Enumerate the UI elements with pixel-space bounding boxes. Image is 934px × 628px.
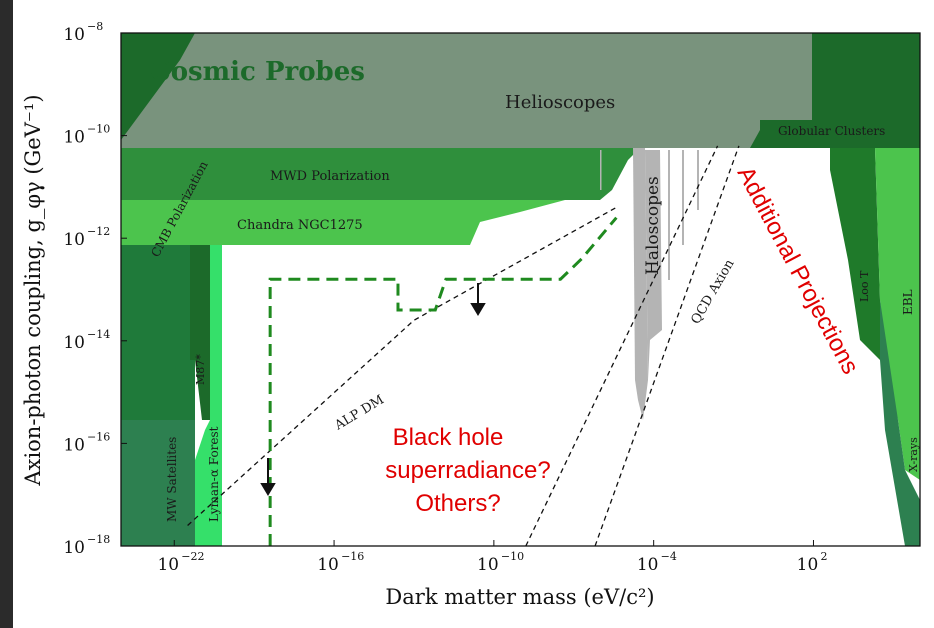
m87-region: [190, 245, 210, 420]
y-tick-exponent: −16: [87, 430, 110, 443]
plot-frame: [120, 32, 921, 547]
y-tick-label: 10: [63, 333, 85, 353]
x-tick-exponent: 2: [820, 550, 827, 563]
y-tick-exponent: −18: [87, 533, 110, 546]
x-tick-label: 10: [797, 555, 819, 575]
theory-line-1: [594, 145, 740, 546]
x-rays-region: [880, 300, 920, 546]
loo-t-region: [830, 148, 880, 360]
chandra-region: [121, 200, 580, 245]
y-axis-title: Axion-photon coupling, g_φγ (GeV⁻¹): [21, 94, 45, 486]
y-tick-exponent: −8: [87, 20, 103, 33]
plot-area: Cosmic Probes Helioscopes Globular Clust…: [121, 33, 920, 546]
label-helioscopes: Helioscopes: [505, 92, 615, 113]
label-cosmic-probes: Cosmic Probes: [150, 57, 365, 87]
y-tick-label: 10: [63, 25, 85, 45]
x-tick-exponent: −22: [181, 550, 204, 563]
y-tick-label: 10: [63, 538, 85, 558]
y-tick-exponent: −14: [87, 328, 110, 341]
x-tick-label: 10: [477, 555, 499, 575]
lyman-alpha-region: [195, 245, 222, 546]
y-tick-label: 10: [63, 230, 85, 250]
x-tick-label: 10: [637, 555, 659, 575]
label-mwd-polarization: MWD Polarization: [270, 169, 390, 184]
x-tick-label: 10: [317, 555, 339, 575]
x-tick-exponent: −10: [501, 550, 524, 563]
label-haloscopes: Haloscopes: [643, 176, 663, 275]
label-lyman-alpha: Lyman-α Forest: [207, 426, 221, 522]
label-ebl: EBL: [901, 289, 915, 315]
label-globular-clusters: Globular Clusters: [778, 124, 885, 138]
y-tick-label: 10: [63, 128, 85, 148]
x-tick-label: 10: [157, 555, 179, 575]
arrowhead-left: [260, 483, 276, 496]
mwd-polarization-region: [121, 148, 640, 200]
helioscopes-region: [121, 33, 812, 148]
theory-line-0: [187, 206, 617, 526]
x-tick-exponent: −4: [661, 550, 677, 563]
x-axis-title: Dark matter mass (eV/c²): [385, 585, 654, 609]
projection-curve: [268, 216, 618, 546]
y-tick-exponent: −12: [87, 225, 110, 238]
theory-lines: [187, 145, 740, 546]
label-loo-t: Loo T: [858, 270, 871, 302]
globular-clusters-region: [760, 120, 920, 148]
limit-arrows: [260, 283, 486, 496]
haloscopes-region: [600, 148, 699, 420]
label-x-rays: X-rays: [907, 437, 920, 472]
label-chandra: Chandra NGC1275: [237, 218, 363, 233]
arrowhead-right: [470, 303, 486, 316]
label-mw-satellites: MW Satellites: [165, 437, 179, 522]
theory-line-2: [525, 145, 719, 546]
annotation-superradiance: superradiance?: [385, 457, 550, 484]
annotation-others: Others?: [415, 490, 500, 517]
y-tick-label: 10: [63, 435, 85, 455]
projection-line: [268, 216, 618, 546]
y-tick-exponent: −10: [87, 123, 110, 136]
x-tick-exponent: −16: [341, 550, 364, 563]
annotation-black-hole: Black hole: [393, 424, 504, 451]
label-m87: M87*: [194, 354, 207, 385]
ebl-region: [875, 148, 920, 480]
x-axis-ticks: 10 −22 10 −16 10 −10 10 −4 10 2: [157, 540, 827, 575]
